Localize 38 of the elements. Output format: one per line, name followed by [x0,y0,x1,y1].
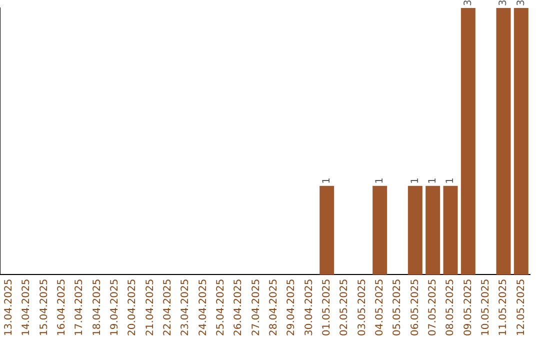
x-tick-label: 19.04.2025 [109,278,120,336]
data-label: 1 [321,177,332,184]
x-tick-label: 25.04.2025 [215,278,226,336]
x-tick-label: 02.05.2025 [339,278,350,336]
x-tick-label: 12.05.2025 [516,278,527,336]
x-tick-label: 23.04.2025 [180,278,192,336]
data-label: 1 [410,177,421,184]
x-tick-label: 21.04.2025 [144,278,156,336]
x-tick-label: 27.04.2025 [250,278,262,336]
x-tick-label: 06.05.2025 [410,278,421,336]
x-tick-label: 18.04.2025 [92,278,103,336]
x-tick-label: 22.04.2025 [162,278,174,336]
data-label: 1 [427,177,438,184]
x-tick-label: 01.05.2025 [321,278,332,336]
x-tick-label: 11.05.2025 [498,278,510,336]
x-tick-label: 14.04.2025 [21,278,32,336]
data-label: 1 [374,177,386,184]
x-tick-label: 16.04.2025 [56,278,68,336]
x-tick-label: 13.04.2025 [3,278,14,336]
data-label: 1 [445,177,456,184]
x-tick-label: 09.05.2025 [462,278,474,336]
x-tick-label: 29.04.2025 [286,278,298,336]
x-tick-label: 26.04.2025 [233,278,244,336]
x-tick-label: 28.04.2025 [268,278,280,336]
data-label: 3 [498,0,510,6]
x-tick-label: 17.04.2025 [74,278,86,336]
x-tick-label: 20.04.2025 [127,278,138,336]
x-tick-label: 24.04.2025 [198,278,209,336]
x-tick-label: 08.05.2025 [445,278,456,336]
x-tick-label: 07.05.2025 [427,278,438,336]
x-tick-label: 15.04.2025 [38,278,50,336]
x-tick-label: 03.05.2025 [356,278,368,336]
data-label: 3 [462,0,474,6]
x-tick-label: 30.04.2025 [304,278,315,336]
x-tick-label: 05.05.2025 [392,278,404,336]
x-tick-label: 10.05.2025 [480,278,492,336]
x-tick-label: 04.05.2025 [374,278,386,336]
data-label: 3 [516,0,527,6]
